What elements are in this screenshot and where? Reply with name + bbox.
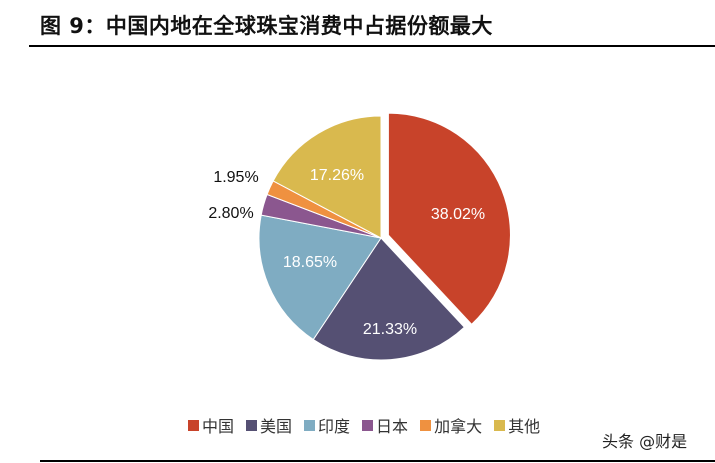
legend-label: 美国 [260, 417, 293, 436]
slice-us [312, 237, 466, 361]
chart-legend: 中国 美国 印度 日本 加拿大 其他 [188, 413, 540, 437]
legend-swatch [246, 419, 258, 431]
legend-item-india: 印度 [304, 413, 350, 437]
bottom-divider [40, 460, 715, 462]
legend-swatch [304, 419, 316, 431]
legend-item-other: 其他 [494, 413, 540, 437]
legend-label: 其他 [508, 417, 541, 436]
legend-swatch [420, 419, 432, 431]
legend-label: 日本 [376, 417, 409, 436]
legend-item-japan: 日本 [362, 413, 408, 437]
label-japan: 2.80% [208, 205, 253, 222]
title-divider [29, 45, 715, 47]
label-us: 21.33% [363, 321, 417, 338]
legend-label: 印度 [318, 417, 351, 436]
slice-other [272, 115, 382, 239]
legend-swatch [188, 419, 199, 431]
legend-label: 中国 [202, 417, 235, 436]
label-china: 38.02% [431, 206, 485, 223]
label-other: 17.26% [310, 167, 364, 184]
label-canada: 1.95% [213, 169, 258, 186]
legend-label: 加拿大 [434, 417, 483, 436]
legend-swatch [362, 419, 374, 431]
legend-swatch [494, 419, 506, 431]
legend-item-canada: 加拿大 [420, 413, 482, 437]
label-india: 18.65% [283, 254, 337, 271]
legend-item-us: 美国 [246, 413, 292, 437]
watermark: 头条 @财是 [602, 432, 688, 451]
slice-china [387, 112, 511, 326]
legend-item-china: 中国 [188, 413, 234, 437]
figure-title: 图 9：中国内地在全球珠宝消费中占据份额最大 [40, 14, 493, 38]
slice-india [258, 214, 382, 341]
